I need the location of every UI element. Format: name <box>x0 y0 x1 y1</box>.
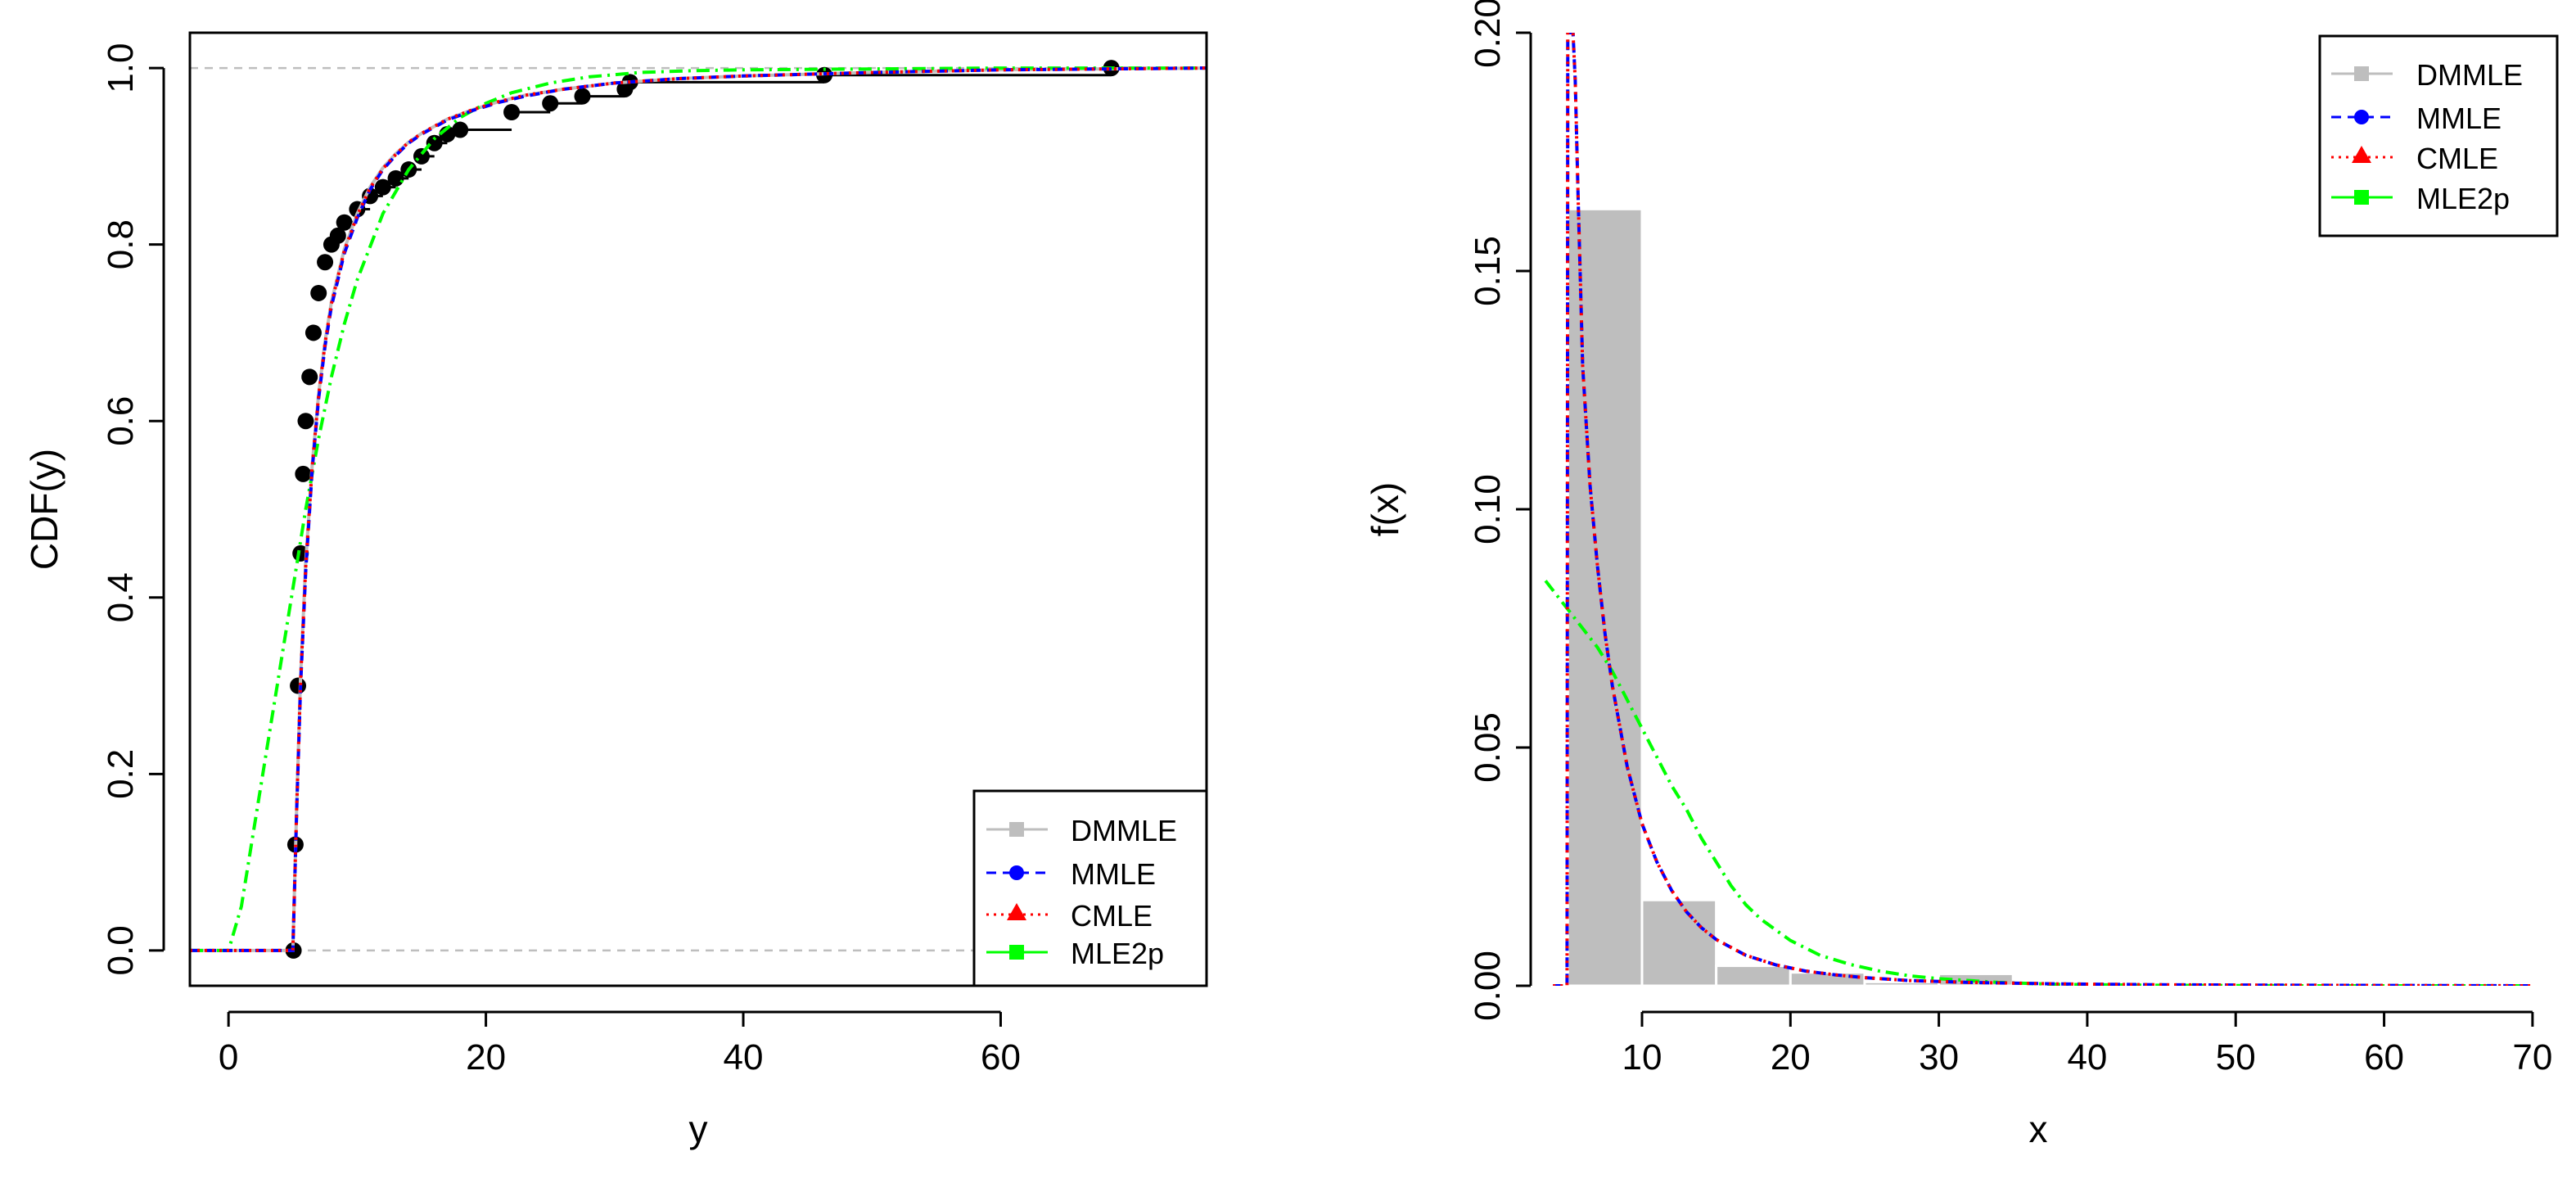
legend-marker-cmle <box>2352 146 2371 163</box>
series-line-cmle <box>190 66 1207 952</box>
histogram-bar <box>1715 964 1792 986</box>
y-tick-label: 0.0 <box>101 925 141 975</box>
legend-entry: MMLE <box>986 857 1156 891</box>
y-axis: 0.00 0.05 0.10 0.15 0.20 <box>1468 0 1532 1021</box>
ecdf-point <box>426 134 443 151</box>
ecdf-panel: 0 20 40 60 0.0 0.2 0.4 0.6 0.8 1.0 y CDF(y) DMML… <box>23 31 1208 1150</box>
legend-marker-dmmle <box>1009 822 1024 837</box>
legend-label: CMLE <box>2416 142 2498 175</box>
series-line-cmle <box>1553 33 2533 986</box>
x-tick-label: 70 <box>2512 1037 2552 1077</box>
x-tick-label: 60 <box>2364 1037 2404 1077</box>
legend-label: MMLE <box>1071 857 1156 891</box>
legend-marker-dmmle <box>2354 66 2369 81</box>
x-axis-label: x <box>2029 1108 2048 1150</box>
y-tick-label: 0.2 <box>101 749 141 799</box>
legend-label: DMMLE <box>1071 814 1177 847</box>
ecdf-point <box>452 121 469 138</box>
ecdf-point <box>574 88 591 105</box>
legend-label: DMMLE <box>2416 58 2523 92</box>
x-axis-label: y <box>689 1108 708 1150</box>
y-tick-label: 0.05 <box>1468 712 1508 783</box>
y-tick-label: 0.8 <box>101 219 141 269</box>
ecdf-point <box>329 227 346 244</box>
ecdf-point <box>301 368 318 386</box>
y-tick-label: 1.0 <box>101 43 141 93</box>
ecdf-point <box>297 413 314 430</box>
legend-entry: MMLE <box>2331 102 2502 135</box>
legend-marker-mle2p <box>2354 190 2369 205</box>
histogram-bar <box>1640 898 1718 986</box>
legend-entry: CMLE <box>986 899 1153 933</box>
legend-entry: DMMLE <box>986 814 1177 847</box>
series-line-mle2p <box>1544 580 2533 986</box>
legend-entry: CMLE <box>2331 142 2498 175</box>
x-tick-label: 40 <box>724 1037 764 1077</box>
histogram-bar <box>1566 207 1644 986</box>
legend-marker-mmle <box>1009 865 1024 880</box>
histogram <box>1566 207 2534 986</box>
x-axis: 10 20 30 40 50 60 70 <box>1622 1010 2552 1077</box>
histogram-bar <box>1863 980 1941 986</box>
series-line-mmle <box>190 66 1207 952</box>
ecdf-point <box>310 284 327 301</box>
x-tick-label: 40 <box>2067 1037 2107 1077</box>
ecdf-point <box>295 465 312 482</box>
legend-label: CMLE <box>1071 899 1153 933</box>
legend-label: MLE2p <box>2416 182 2510 215</box>
density-panel: 10 20 30 40 50 60 70 0.00 0.05 0.10 0.15 0.20 x f(… <box>1364 0 2559 1150</box>
x-tick-label: 10 <box>1622 1037 1662 1077</box>
y-tick-label: 0.00 <box>1468 951 1508 1021</box>
legend-label: MMLE <box>2416 102 2502 135</box>
ecdf-point <box>503 104 521 120</box>
y-axis-label: CDF(y) <box>23 449 65 570</box>
fitted-densities <box>1544 33 2533 986</box>
legend-entry: MLE2p <box>2331 182 2510 215</box>
y-tick-label: 0.4 <box>101 572 141 622</box>
ecdf-point <box>387 169 404 187</box>
fitted-curves <box>190 66 1207 952</box>
legend-marker-cmle <box>1007 903 1026 920</box>
legend: DMMLE MMLE CMLE MLE2p <box>2318 34 2559 237</box>
legend: DMMLE MMLE CMLE MLE2p <box>972 789 1208 987</box>
y-tick-label: 0.10 <box>1468 474 1508 544</box>
ecdf-point <box>317 254 334 271</box>
ecdf-point <box>305 324 322 341</box>
legend-entry: DMMLE <box>2331 58 2523 92</box>
ecdf-point <box>413 147 430 165</box>
ecdf-point <box>374 178 391 196</box>
legend-marker-mle2p <box>1009 945 1024 960</box>
y-axis-label: f(x) <box>1364 482 1406 536</box>
x-tick-label: 20 <box>1771 1037 1811 1077</box>
legend-entry: MLE2p <box>986 937 1164 970</box>
ecdf-point <box>290 677 307 694</box>
y-tick-label: 0.20 <box>1468 0 1508 68</box>
legend-marker-mmle <box>2354 110 2369 124</box>
plot-frame <box>188 31 1208 987</box>
y-tick-label: 0.6 <box>101 396 141 446</box>
x-tick-label: 30 <box>1919 1037 1959 1077</box>
ecdf-point <box>542 95 559 112</box>
x-axis: 0 20 40 60 <box>219 1010 1021 1077</box>
x-tick-label: 60 <box>981 1037 1021 1077</box>
histogram-bar <box>1789 971 1866 986</box>
y-axis: 0.0 0.2 0.4 0.6 0.8 1.0 <box>101 43 165 975</box>
x-tick-label: 0 <box>219 1037 238 1077</box>
ecdf-point <box>336 214 353 231</box>
x-tick-label: 20 <box>466 1037 506 1077</box>
series-line-mle2p <box>190 66 1207 952</box>
y-tick-label: 0.15 <box>1468 236 1508 306</box>
x-tick-label: 50 <box>2216 1037 2256 1077</box>
legend-label: MLE2p <box>1071 937 1164 970</box>
